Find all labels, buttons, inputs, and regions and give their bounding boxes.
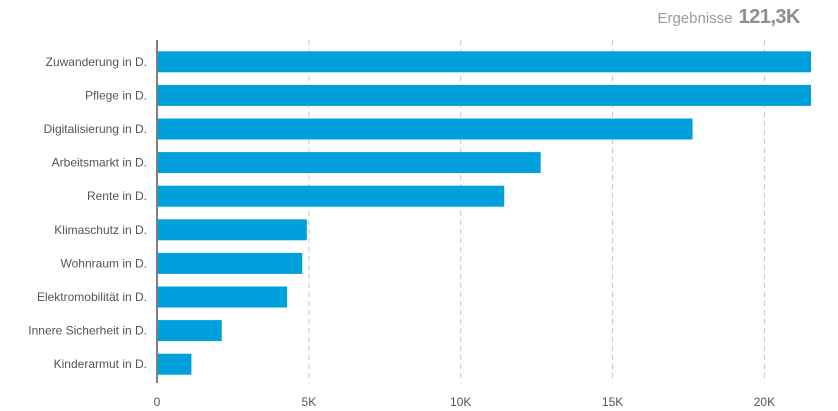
category-label-4: Rente in D. <box>87 189 147 203</box>
bar-5 <box>158 219 307 241</box>
bar-9 <box>158 353 192 375</box>
category-label-6: Wohnraum in D. <box>61 256 147 270</box>
bar-4 <box>158 185 505 207</box>
tick-layer: 0 5K 10K 15K 20K <box>154 395 775 409</box>
category-label-9: Kinderarmut in D. <box>54 357 147 371</box>
category-label-1: Pflege in D. <box>85 88 147 102</box>
bar-1 <box>158 84 811 106</box>
bar-2 <box>158 118 693 140</box>
category-label-3: Arbeitsmarkt in D. <box>52 156 147 170</box>
bar-0 <box>158 51 811 73</box>
bar-8 <box>158 320 222 342</box>
results-summary: Ergebnisse 121,3K <box>657 6 800 29</box>
category-label-8: Innere Sicherheit in D. <box>28 324 147 338</box>
x-tick-label-1: 5K <box>302 395 317 409</box>
category-label-2: Digitalisierung in D. <box>44 122 147 136</box>
bar-layer <box>158 51 811 375</box>
x-tick-label-0: 0 <box>154 395 161 409</box>
results-label: Ergebnisse <box>657 10 733 27</box>
bar-6 <box>158 252 303 274</box>
x-tick-label-2: 10K <box>450 395 471 409</box>
bar-7 <box>158 286 288 308</box>
category-label-7: Elektromobilität in D. <box>37 290 147 304</box>
results-value: 121,3K <box>738 6 801 28</box>
x-tick-label-4: 20K <box>754 395 775 409</box>
category-label-5: Klimaschutz in D. <box>54 223 147 237</box>
category-label-0: Zuwanderung in D. <box>46 55 147 69</box>
label-layer: Zuwanderung in D. Pflege in D. Digitalisie… <box>28 55 147 371</box>
bar-3 <box>158 152 541 174</box>
x-tick-label-3: 15K <box>602 395 623 409</box>
